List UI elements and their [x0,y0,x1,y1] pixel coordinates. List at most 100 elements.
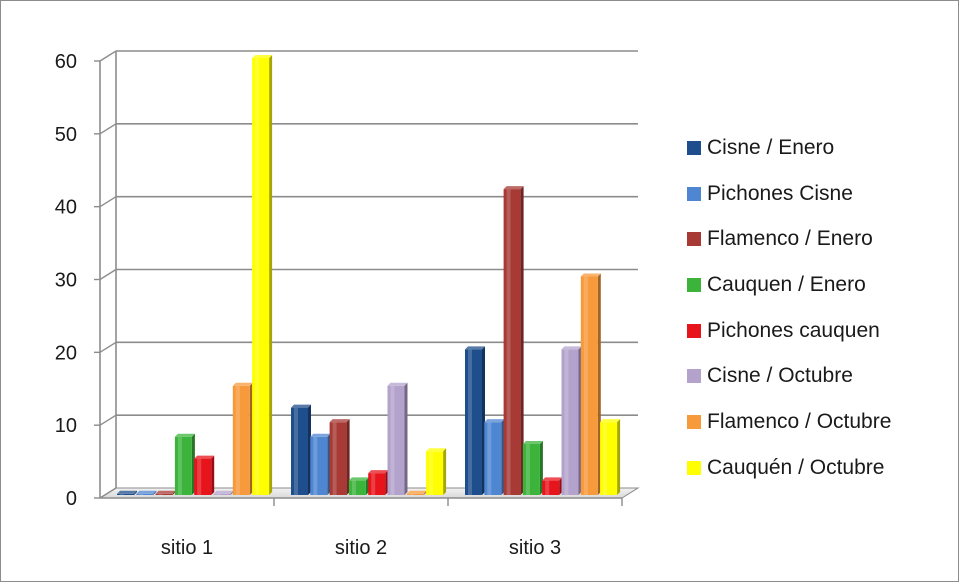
legend-item: Flamenco / Octubre [687,399,952,445]
bar-side [578,346,582,495]
bar [291,404,311,495]
bar-side [404,382,408,495]
bar-side [211,455,215,495]
bar-side [365,477,369,495]
legend-swatch [687,460,701,475]
bars [117,55,621,495]
bar-front [213,493,231,495]
gridline-side [99,268,117,281]
bar [542,477,563,495]
legend-item: Pichones Cisne [687,171,952,217]
bar-highlight [197,458,202,495]
bar-side [539,441,543,495]
bar-front [465,349,482,495]
bar-side [559,477,563,495]
bar-front [406,493,424,495]
bar-front [291,407,308,495]
legend: Cisne / Enero Pichones Cisne Flamenco / En… [687,125,952,491]
bar-highlight [351,480,356,495]
y-tick-label: 60 [55,51,77,73]
bar-side [134,490,137,495]
bar [484,419,505,495]
gridlines [94,50,640,499]
bar-side [520,186,524,495]
gridline-side [99,196,117,208]
bar-highlight [177,436,182,495]
legend-item: Cisne / Octubre [687,353,952,399]
bar-highlight [158,493,163,495]
bar-side [501,419,505,495]
bar-top [155,490,176,494]
bar-front [232,385,250,495]
bar-front [174,436,192,495]
bar-front [329,422,347,495]
bar-highlight [603,422,608,495]
bar [600,419,621,495]
bar-side [423,490,427,495]
bar-highlight [294,407,298,495]
x-tick-label: sitio 2 [335,537,387,559]
x-tick-label: sitio 1 [161,537,213,559]
bar [348,477,369,495]
y-tick-label: 40 [55,197,77,219]
bar-highlight [255,58,260,495]
bar-top [580,273,601,277]
bar-top [232,382,253,386]
bar-front [194,458,212,495]
bar-top [465,346,485,350]
bar-top [426,448,447,452]
bar-front [542,480,560,495]
bar-top [348,477,369,481]
bar [387,382,408,495]
gridline-side [99,414,117,426]
bar-top [291,404,311,408]
bar [465,346,485,495]
legend-swatch [687,232,701,247]
bar-side [172,490,176,495]
bar [252,55,273,495]
bar-front [252,58,270,495]
bar-side [327,433,331,495]
bar-highlight [120,493,124,495]
bar-highlight [216,493,221,495]
legend-item: Pichones cauquen [687,308,952,354]
bar-top [174,433,195,437]
bar-top [600,419,621,423]
bar-front [426,451,444,495]
legend-item: Cauquén / Octubre [687,445,952,491]
bar-top [368,470,389,474]
bar-side [153,490,157,495]
bar-top [194,455,215,459]
bar [117,490,137,495]
bar-side [482,346,485,495]
bar-side [308,404,311,495]
axes [99,51,623,506]
legend-swatch [687,369,701,384]
bar-top [406,490,427,494]
bar [368,470,389,495]
bar [136,490,157,495]
bar-top [213,490,234,494]
bar-front [580,276,598,495]
bar-top [136,490,157,494]
gridline-side [99,487,117,499]
bar-highlight [139,493,144,495]
bar-side [617,419,621,495]
bar-highlight [487,422,492,495]
bar-side [385,470,389,495]
legend-item: Cauquen / Enero [687,262,952,308]
legend-swatch [687,414,701,429]
y-tick-label: 0 [66,488,77,510]
bar-highlight [371,473,376,495]
bar-highlight [235,385,240,495]
gridline-side [99,50,117,62]
bar [213,490,234,495]
legend-label: Flamenco / Enero [707,227,873,251]
bar-top [542,477,563,481]
legend-label: Cauquén / Octubre [707,455,885,479]
bar-top [117,490,137,494]
bar-front [387,385,405,495]
bar [310,433,331,495]
bar-top [484,419,505,423]
y-tick-label: 50 [55,124,77,146]
